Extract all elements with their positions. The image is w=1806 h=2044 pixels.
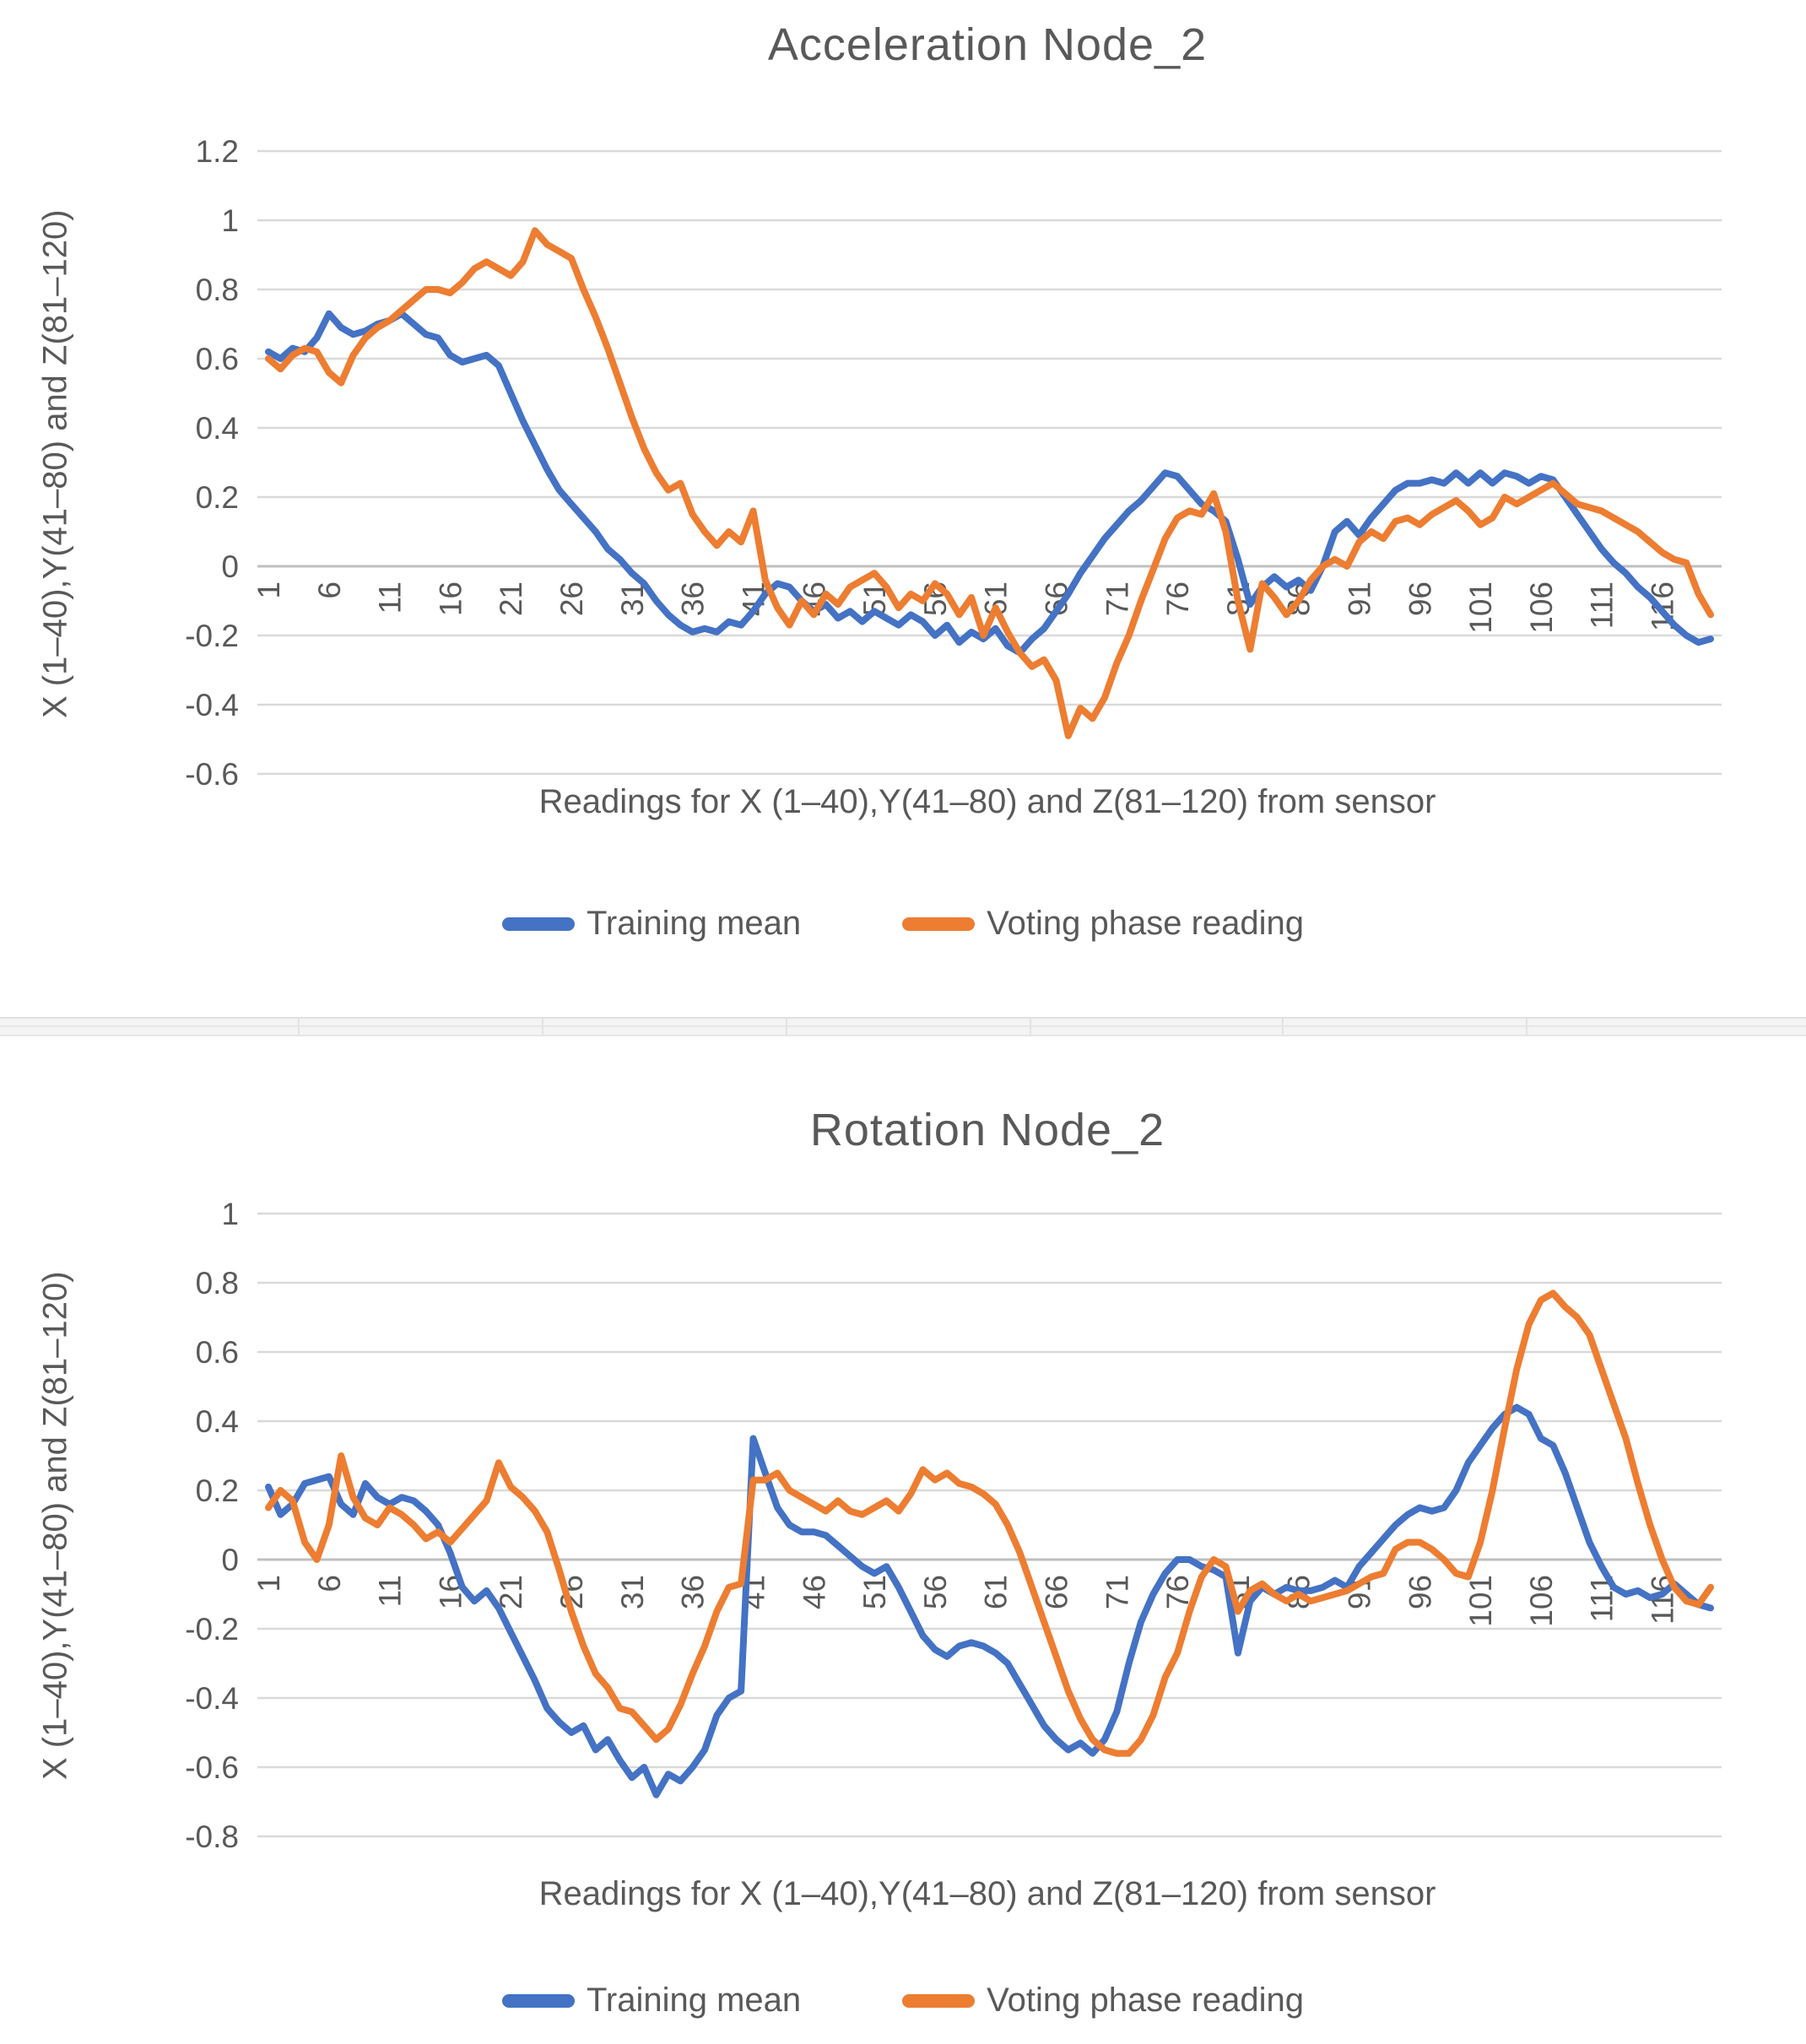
y-axis-tick-label: -0.4 (185, 1681, 239, 1716)
legend-acceleration: Training mean Voting phase reading (0, 905, 1806, 943)
y-axis-tick-label: 1 (221, 1197, 239, 1231)
y-axis-tick-label: 1 (221, 203, 239, 238)
x-axis-title-rotation: Readings for X (1–40),Y(41–80) and Z(81–… (538, 1875, 1436, 1912)
y-axis-tick-label: 0.8 (196, 273, 239, 307)
divider-cell-border (542, 1019, 543, 1035)
y-axis-tick-label: 0.2 (196, 1474, 239, 1508)
divider-cell-border (786, 1019, 787, 1035)
x-axis-tick-label: 106 (1524, 1575, 1559, 1627)
x-axis-tick-label: 101 (1463, 581, 1498, 634)
x-axis-tick-label: 16 (433, 581, 468, 616)
x-axis-tick-label: 1 (251, 581, 286, 599)
chart-title-rotation: Rotation Node_2 (809, 1105, 1165, 1155)
training-mean-swatch (501, 917, 575, 931)
y-axis-tick-label: -0.2 (185, 619, 239, 653)
x-axis-tick-label: 71 (1100, 581, 1134, 616)
x-axis-tick-label: 96 (1403, 581, 1437, 616)
y-axis-tick-label: 0.4 (196, 1404, 239, 1439)
y-axis-tick-label: -0.6 (185, 1750, 239, 1785)
x-axis-tick-label: 11 (373, 1575, 408, 1607)
legend-label: Voting phase reading (987, 905, 1305, 942)
divider-cell-border (1030, 1019, 1031, 1035)
y-axis-tick-label: -0.4 (185, 688, 239, 722)
divider-cell-border (298, 1019, 300, 1035)
spreadsheet-row-divider (0, 1017, 1806, 1036)
x-axis-tick-label: 36 (676, 1575, 711, 1609)
series-line-voting-phase-reading (265, 1290, 1714, 1757)
x-axis-tick-label: 6 (312, 1575, 347, 1592)
x-axis-tick-label: 46 (797, 1575, 831, 1609)
x-axis-tick-label: 96 (1403, 1575, 1437, 1609)
series-line-training-mean (265, 310, 1714, 657)
x-axis-tick-label: 106 (1524, 581, 1559, 634)
x-axis-tick-label: 111 (1585, 581, 1619, 629)
x-axis-tick-label: 6 (312, 581, 347, 599)
legend-item-training-mean: Training mean (501, 1982, 802, 2020)
divider-cell-border (1526, 1019, 1528, 1035)
legend-rotation: Training mean Voting phase reading (0, 1982, 1806, 2020)
legend-item-voting-phase: Voting phase reading (902, 1982, 1304, 2020)
voting-phase-swatch (902, 1993, 976, 2008)
x-axis-tick-label: 31 (615, 1575, 650, 1609)
legend-label: Training mean (586, 905, 802, 942)
legend-item-training-mean: Training mean (501, 905, 802, 943)
x-axis-tick-label: 11 (373, 581, 408, 614)
x-axis-tick-label: 1 (251, 1575, 286, 1592)
x-axis-tick-label: 56 (918, 1575, 953, 1609)
y-axis-tick-label: 0 (221, 549, 239, 584)
x-axis-tick-label: 26 (554, 581, 589, 616)
divider-row-line (0, 1025, 1806, 1027)
legend-label: Training mean (586, 1982, 802, 2019)
y-axis-tick-label: 0.8 (196, 1266, 239, 1300)
y-axis-tick-label: 1.2 (196, 134, 239, 169)
x-axis-tick-label: 51 (857, 1575, 892, 1609)
y-axis-tick-label: -0.6 (185, 757, 239, 792)
x-axis-title-acceleration: Readings for X (1–40),Y(41–80) and Z(81–… (538, 783, 1436, 820)
x-axis-tick-label: 71 (1100, 1575, 1134, 1609)
training-mean-swatch (501, 1993, 575, 2008)
y-axis-tick-label: 0.4 (196, 411, 239, 446)
x-axis-tick-label: 101 (1463, 1575, 1498, 1627)
x-axis-tick-label: 66 (1039, 1575, 1073, 1609)
acceleration-chart-plot: 1.210.80.60.40.20-0.2-0.4-0.61 6 11 16 21 26 3… (185, 134, 1722, 792)
rotation-chart-plot: 10.80.60.40.20-0.2-0.4-0.6-0.81 6 11 16 21 26… (185, 1197, 1722, 1854)
series-line-training-mean (265, 1403, 1714, 1798)
voting-phase-swatch (902, 917, 976, 931)
x-axis-tick-label: 21 (494, 581, 528, 616)
x-axis-tick-label: 36 (676, 581, 711, 616)
y-axis-tick-label: 0.6 (196, 342, 239, 376)
y-axis-tick-label: 0.6 (196, 1335, 239, 1370)
series-line-voting-phase-reading (265, 227, 1714, 739)
x-axis-tick-label: 91 (1343, 581, 1377, 616)
divider-cell-border (1282, 1019, 1284, 1035)
y-axis-tick-label: 0.2 (196, 480, 239, 515)
x-axis-tick-label: 61 (979, 1575, 1014, 1609)
y-axis-tick-label: -0.8 (185, 1820, 239, 1854)
legend-item-voting-phase: Voting phase reading (902, 905, 1304, 943)
legend-label: Voting phase reading (987, 1982, 1305, 2019)
chart-title-acceleration: Acceleration Node_2 (767, 19, 1208, 70)
y-axis-tick-label: 0 (221, 1543, 239, 1577)
x-axis-tick-label: 76 (1160, 581, 1195, 616)
y-axis-tick-label: -0.2 (185, 1612, 239, 1647)
